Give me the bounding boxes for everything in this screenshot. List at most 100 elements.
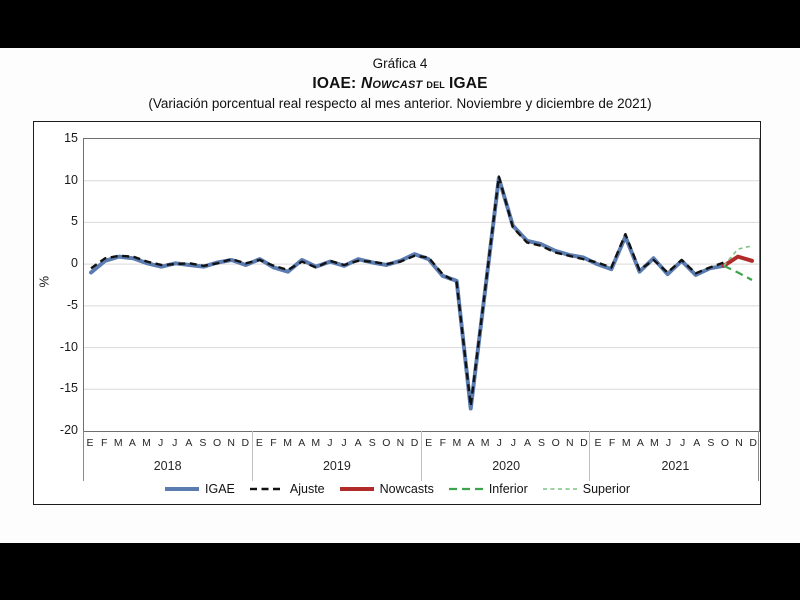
x-month-label: D	[580, 437, 588, 449]
year-separator-tick	[83, 431, 84, 481]
x-month-label: A	[128, 437, 136, 449]
x-month-label: D	[410, 437, 419, 449]
legend-line-sample-icon	[339, 487, 374, 491]
x-month-label: M	[650, 437, 659, 449]
y-tick-label: 10	[64, 172, 78, 187]
legend-line-sample-icon	[448, 487, 483, 491]
year-separator-tick	[420, 431, 422, 481]
x-month-label: J	[157, 437, 164, 449]
x-month-label: N	[227, 437, 235, 449]
x-month-label: A	[185, 437, 193, 449]
year-separator-tick	[589, 431, 591, 481]
x-month-label: A	[693, 437, 701, 449]
series-line-inferior	[723, 264, 753, 281]
x-month-label: J	[327, 437, 333, 449]
y-tick-label: 0	[71, 256, 78, 271]
legend-item-superior: Superior	[542, 482, 630, 496]
legend-item-ajuste: Ajuste	[249, 482, 325, 496]
x-month-label: M	[480, 437, 490, 449]
x-axis-year-labels: 2018 2019 2020 2021	[83, 459, 760, 473]
x-month-label: A	[354, 437, 362, 449]
legend-label: IGAE	[205, 482, 235, 496]
x-month-label: E	[86, 437, 94, 449]
figure-number: Gráfica 4	[372, 56, 428, 71]
document-page: Gráfica 4 IOAE: Nowcast del IGAE (Variac…	[0, 48, 800, 543]
x-month-label: N	[396, 437, 405, 449]
x-month-label: D	[749, 437, 757, 449]
y-tick-label: -5	[66, 297, 78, 312]
x-month-label: A	[467, 437, 475, 449]
year-separator-tick	[758, 431, 759, 481]
series-line-ajuste	[90, 175, 725, 408]
x-month-label: J	[341, 437, 347, 449]
y-tick-label: 15	[64, 131, 78, 145]
legend-item-nowcasts: Nowcasts	[339, 482, 434, 496]
chart-title-nowcast: Nowcast	[360, 75, 423, 92]
legend-line-sample-icon	[542, 488, 577, 490]
x-month-label: A	[636, 437, 644, 449]
legend-label: Ajuste	[289, 482, 325, 496]
x-month-label: M	[283, 437, 292, 449]
x-month-label: M	[621, 437, 631, 449]
x-month-label: S	[199, 437, 207, 449]
x-month-label: J	[172, 437, 178, 449]
y-tick-label: 5	[71, 214, 78, 229]
chart-lines-svg	[84, 175, 759, 411]
x-month-label: F	[100, 437, 108, 449]
chart-title-del: del	[422, 76, 449, 91]
legend-label: Inferior	[488, 482, 528, 496]
x-year-label: 2018	[153, 459, 182, 473]
x-month-label: N	[735, 437, 743, 449]
x-month-label: O	[212, 437, 222, 449]
x-month-label: J	[665, 437, 672, 449]
x-month-label: S	[538, 437, 546, 449]
x-month-label: A	[523, 437, 531, 449]
series-line-superior	[723, 245, 753, 267]
x-month-label: F	[270, 437, 277, 449]
x-month-label: D	[241, 437, 250, 449]
x-year-label: 2021	[661, 459, 690, 473]
y-tick-label: -10	[59, 339, 78, 354]
series-line-igae	[89, 176, 726, 411]
chart-title: IOAE: Nowcast del IGAE	[0, 75, 800, 93]
x-month-label: F	[608, 437, 616, 449]
y-tick-label: -15	[59, 381, 78, 396]
legend-label: Superior	[582, 482, 630, 496]
chart-title-suffix: IGAE	[448, 75, 488, 92]
x-month-label: M	[311, 437, 321, 449]
y-tick-label: -20	[59, 423, 78, 437]
x-month-label: F	[439, 437, 446, 449]
x-year-label: 2020	[492, 459, 521, 473]
year-separator-tick	[251, 431, 253, 481]
x-month-label: O	[382, 437, 391, 449]
legend-item-igae: IGAE	[164, 482, 235, 496]
plot-area	[83, 138, 760, 432]
x-month-label: J	[510, 437, 516, 449]
series-line-nowcasts	[721, 254, 754, 268]
chart-title-block: Gráfica 4 IOAE: Nowcast del IGAE (Variac…	[0, 56, 800, 111]
x-month-label: E	[255, 437, 263, 449]
chart-title-prefix: IOAE:	[312, 75, 361, 92]
x-month-label: O	[551, 437, 560, 449]
x-month-label: J	[680, 437, 686, 449]
x-month-label: N	[565, 437, 574, 449]
x-month-label: M	[113, 437, 123, 449]
legend-item-inferior: Inferior	[448, 482, 528, 496]
x-month-label: S	[368, 437, 376, 449]
x-month-label: E	[594, 437, 602, 449]
x-month-label: M	[142, 437, 151, 449]
x-year-label: 2019	[322, 459, 351, 473]
chart-subtitle: (Variación porcentual real respecto al m…	[148, 96, 652, 111]
x-month-label: J	[496, 437, 502, 449]
chart-legend: IGAE Ajuste Nowcasts Inferior Superior	[34, 482, 760, 496]
x-month-label: M	[452, 437, 462, 449]
x-month-label: E	[425, 437, 433, 449]
legend-label: Nowcasts	[379, 482, 434, 496]
x-month-label: S	[707, 437, 715, 449]
y-axis-tick-labels: 15 10 5 0 -5 -10 -15 -20	[34, 122, 78, 504]
legend-line-sample-icon	[249, 487, 284, 491]
legend-line-sample-icon	[165, 487, 200, 491]
x-month-label: A	[298, 437, 306, 449]
